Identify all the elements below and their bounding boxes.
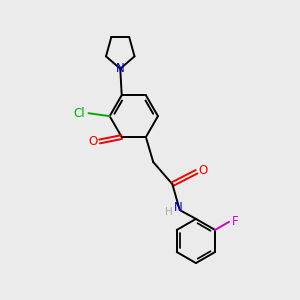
Text: N: N [116,62,124,75]
Text: H: H [165,206,172,217]
Text: F: F [232,215,238,228]
Text: O: O [88,135,98,148]
Text: Cl: Cl [74,107,85,120]
Text: O: O [198,164,208,177]
Text: N: N [174,201,183,214]
